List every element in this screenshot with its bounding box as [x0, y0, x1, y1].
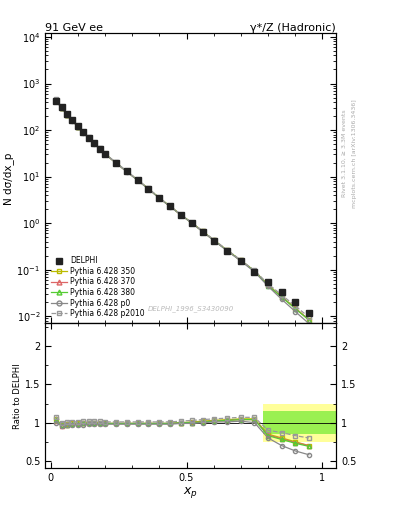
Text: mcplots.cern.ch [arXiv:1306.3436]: mcplots.cern.ch [arXiv:1306.3436] [352, 99, 357, 208]
Bar [263, 411, 336, 434]
Y-axis label: N dσ/dx_p: N dσ/dx_p [3, 152, 14, 204]
Text: γ*/Z (Hadronic): γ*/Z (Hadronic) [250, 23, 336, 32]
Text: DELPHI_1996_S3430090: DELPHI_1996_S3430090 [147, 305, 234, 312]
Text: 91 GeV ee: 91 GeV ee [45, 23, 103, 32]
X-axis label: $x_p$: $x_p$ [183, 485, 198, 500]
Bar [263, 403, 336, 442]
Legend: DELPHI, Pythia 6.428 350, Pythia 6.428 370, Pythia 6.428 380, Pythia 6.428 p0, P: DELPHI, Pythia 6.428 350, Pythia 6.428 3… [49, 255, 147, 319]
Text: Rivet 3.1.10, ≥ 3.3M events: Rivet 3.1.10, ≥ 3.3M events [342, 110, 347, 198]
Y-axis label: Ratio to DELPHI: Ratio to DELPHI [13, 363, 22, 429]
